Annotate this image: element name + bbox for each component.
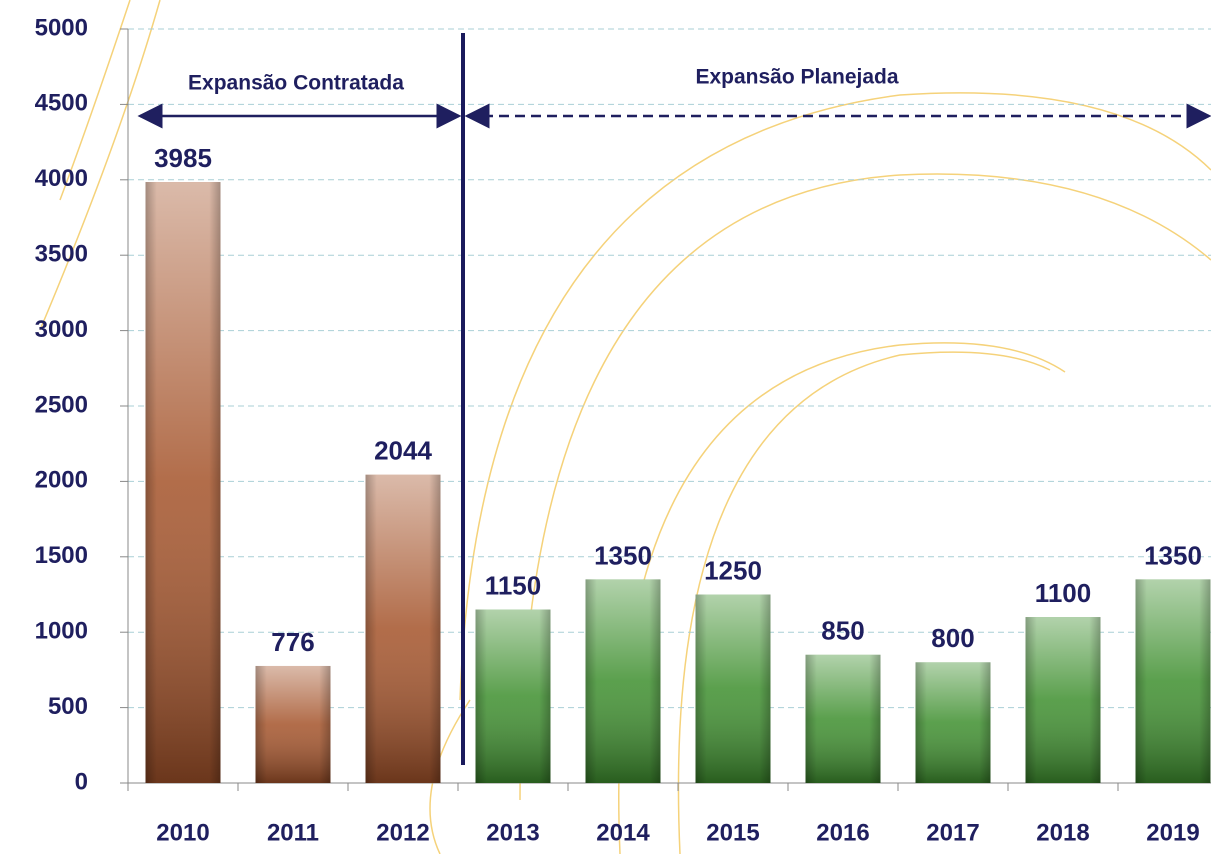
y-tick-label: 5000 — [35, 14, 88, 41]
value-label: 1100 — [1035, 578, 1091, 608]
value-label: 776 — [271, 627, 314, 657]
y-tick-label: 2000 — [35, 467, 88, 494]
value-label: 2044 — [374, 436, 432, 466]
value-label: 1350 — [1144, 540, 1202, 570]
x-tick-label: 2012 — [376, 819, 429, 846]
bar-shade — [1136, 579, 1211, 783]
bar-shade — [916, 662, 991, 783]
y-tick-label: 1500 — [35, 542, 88, 569]
y-tick-label: 500 — [48, 693, 88, 720]
value-label: 1250 — [704, 555, 762, 585]
x-tick-label: 2013 — [486, 819, 539, 846]
x-tick-label: 2017 — [926, 819, 979, 846]
y-tick-label: 3500 — [35, 241, 88, 268]
plot-area: 0 500 1000 1500 2000 2500 3000 3500 4000 4500 5000… — [35, 14, 1211, 846]
x-tick-label: 2011 — [267, 819, 319, 846]
bar-shade — [256, 666, 331, 783]
value-label: 800 — [931, 623, 974, 653]
bar-shade — [146, 182, 221, 783]
annotation: Expansão Contratada — [188, 72, 404, 95]
bar-shade — [696, 595, 771, 784]
y-tick-label: 4500 — [35, 90, 88, 117]
y-tick-label: 0 — [75, 768, 88, 795]
bar-shade — [1026, 617, 1101, 783]
y-tick-label: 3000 — [35, 316, 88, 343]
y-tick-label: 1000 — [35, 618, 88, 645]
bar-shade — [586, 579, 661, 783]
x-tick-label: 2016 — [816, 819, 869, 846]
annotation: Expansão Planejada — [695, 66, 898, 89]
bar-shade — [366, 475, 441, 783]
x-tick-label: 2010 — [156, 819, 209, 846]
value-label: 1350 — [594, 540, 652, 570]
value-label: 850 — [821, 616, 864, 646]
y-tick-label: 4000 — [35, 165, 88, 192]
bar-shade — [806, 655, 881, 783]
x-tick-label: 2014 — [596, 819, 650, 846]
value-label: 1150 — [485, 570, 541, 600]
bar-shade — [476, 610, 551, 783]
x-tick-label: 2019 — [1146, 819, 1199, 846]
chart: 0 500 1000 1500 2000 2500 3000 3500 4000 4500 5000… — [0, 0, 1211, 854]
x-tick-label: 2018 — [1036, 819, 1089, 846]
y-tick-label: 2500 — [35, 391, 88, 418]
value-label: 3985 — [154, 143, 212, 173]
x-tick-label: 2015 — [706, 819, 759, 846]
